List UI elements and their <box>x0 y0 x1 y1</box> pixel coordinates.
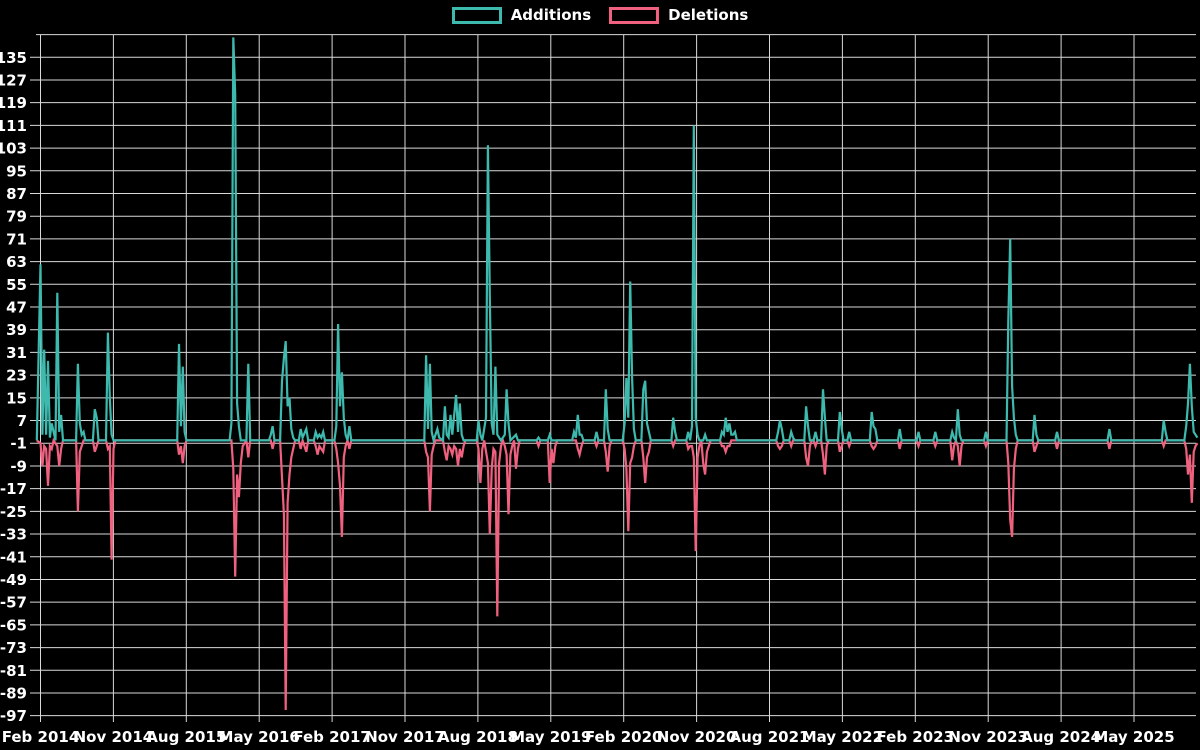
x-tick-label: May 2016 <box>219 728 300 746</box>
y-tick-label: -1 <box>10 435 27 453</box>
x-tick-label: Feb 2017 <box>293 728 371 746</box>
y-tick-label: 55 <box>6 276 27 294</box>
x-tick-label: Feb 2020 <box>585 728 663 746</box>
y-tick-label: 95 <box>6 162 27 180</box>
x-tick-label: Nov 2014 <box>74 728 154 746</box>
y-tick-label: -33 <box>0 526 27 544</box>
y-tick-label: 39 <box>6 321 27 339</box>
y-tick-label: 111 <box>0 117 27 135</box>
x-tick-label: May 2019 <box>510 728 591 746</box>
y-tick-label: 15 <box>6 389 27 407</box>
additions-line <box>35 37 1199 445</box>
x-tick-label: Feb 2023 <box>877 728 955 746</box>
y-tick-label: 23 <box>6 367 27 385</box>
y-tick-label: 135 <box>0 49 27 67</box>
x-tick-label: Nov 2023 <box>948 728 1028 746</box>
y-tick-label: -73 <box>0 639 27 657</box>
y-tick-label: 71 <box>6 230 27 248</box>
y-tick-label: 79 <box>6 208 27 226</box>
x-tick-label: Aug 2018 <box>438 728 518 746</box>
y-tick-label: -9 <box>10 457 27 475</box>
x-tick-label: Feb 2014 <box>2 728 80 746</box>
axis-tick-labels: 135 127 119 111 103 95 87 79 71 63 55 47 39 31 23 15 7 -1… <box>0 49 1175 746</box>
x-tick-label: Nov 2020 <box>657 728 737 746</box>
y-tick-label: -97 <box>0 707 27 725</box>
x-tick-label: May 2022 <box>802 728 883 746</box>
y-tick-label: -41 <box>0 548 27 566</box>
y-tick-label: 103 <box>0 140 27 158</box>
y-tick-label: -57 <box>0 594 27 612</box>
y-tick-label: 119 <box>0 94 27 112</box>
x-tick-label: Aug 2024 <box>1021 728 1101 746</box>
y-tick-label: 7 <box>17 412 27 430</box>
y-tick-label: -49 <box>0 571 27 589</box>
y-tick-label: 87 <box>6 185 27 203</box>
y-tick-label: -17 <box>0 480 27 498</box>
y-tick-label: -65 <box>0 616 27 634</box>
y-tick-label: -81 <box>0 662 27 680</box>
x-tick-label: Aug 2021 <box>730 728 810 746</box>
y-tick-label: 63 <box>6 253 27 271</box>
deletions-line <box>36 436 1199 711</box>
series-lines <box>35 37 1199 711</box>
x-tick-label: May 2025 <box>1093 728 1174 746</box>
gridlines <box>30 34 1196 722</box>
y-tick-label: -25 <box>0 503 27 521</box>
x-tick-label: Nov 2017 <box>365 728 445 746</box>
x-tick-label: Aug 2015 <box>146 728 226 746</box>
y-tick-label: 47 <box>6 299 27 317</box>
y-tick-label: 31 <box>6 344 27 362</box>
y-tick-label: -89 <box>0 684 27 702</box>
y-tick-label: 127 <box>0 71 27 89</box>
